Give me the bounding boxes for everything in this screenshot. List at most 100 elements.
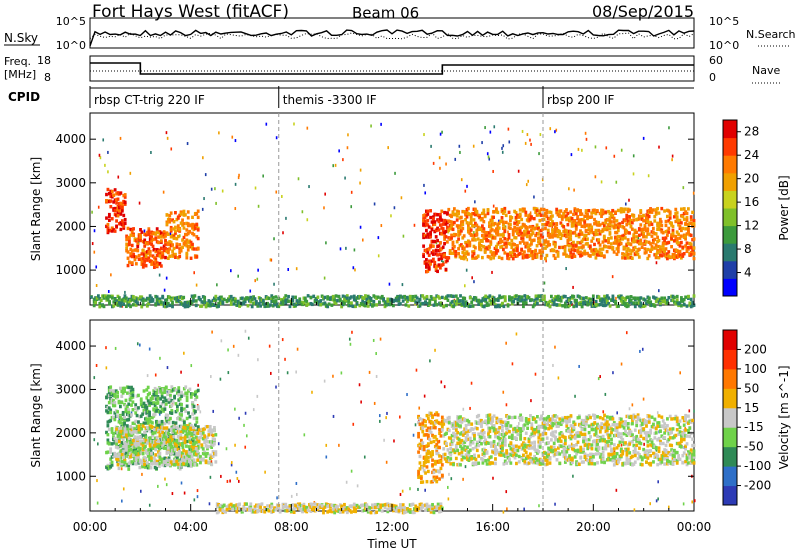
echo-cell <box>193 294 197 298</box>
echo-cell <box>643 225 647 230</box>
echo-cell <box>192 425 195 430</box>
echo-cell <box>316 295 320 299</box>
echo-cell <box>626 295 630 299</box>
echo-cell <box>476 213 480 218</box>
echo-cell <box>562 229 566 234</box>
echo-cell <box>452 232 456 237</box>
echo-cell <box>653 253 657 257</box>
echo-cell <box>397 297 401 301</box>
echo-cell <box>509 226 512 231</box>
echo-cell <box>586 251 589 256</box>
echo-cell <box>457 247 460 251</box>
echo-cell <box>438 215 442 219</box>
echo-cell <box>186 425 190 430</box>
echo-cell <box>173 442 177 446</box>
echo-cell <box>134 443 138 447</box>
echo-cell <box>538 209 542 213</box>
echo-cell <box>110 442 114 446</box>
echo-cell <box>489 233 493 238</box>
echo-cell <box>525 234 529 239</box>
echo-cell <box>127 431 131 435</box>
echo-cell <box>185 416 189 421</box>
echo-cell <box>645 301 648 306</box>
echo-cell <box>493 229 497 233</box>
echo-cell <box>155 459 159 464</box>
echo-cell <box>160 407 164 411</box>
echo-cell <box>569 250 573 255</box>
echo-cell <box>195 211 199 216</box>
echo-cell <box>170 404 174 408</box>
echo-cell <box>555 210 559 215</box>
echo-cell <box>169 435 173 439</box>
noise-cell <box>439 132 442 136</box>
echo-cell <box>435 303 439 307</box>
echo-cell <box>611 294 615 298</box>
echo-cell <box>164 255 167 260</box>
echo-cell <box>309 295 313 300</box>
echo-cell <box>520 236 524 241</box>
echo-cell <box>503 237 507 241</box>
echo-cell <box>553 256 557 261</box>
echo-cell <box>229 294 233 299</box>
echo-cell <box>559 236 563 241</box>
echo-cell <box>137 442 141 447</box>
echo-cell <box>500 216 504 220</box>
echo-cell <box>452 426 455 430</box>
echo-cell <box>160 422 164 426</box>
echo-cell <box>182 295 186 300</box>
echo-cell <box>616 234 620 239</box>
echo-cell <box>622 218 626 222</box>
echo-cell <box>616 228 620 233</box>
echo-cell <box>661 241 665 245</box>
echo-cell <box>471 304 475 308</box>
echo-cell <box>191 392 195 396</box>
echo-cell <box>581 251 585 256</box>
echo-cell <box>427 225 431 229</box>
echo-cell <box>675 230 679 234</box>
echo-cell <box>482 208 486 212</box>
echo-cell <box>146 421 150 425</box>
echo-cell <box>426 212 430 216</box>
echo-cell <box>141 299 145 303</box>
echo-cell <box>636 296 640 300</box>
echo-cell <box>609 212 613 216</box>
noise-cell <box>538 504 540 508</box>
echo-cell <box>464 300 468 304</box>
echo-cell <box>429 295 433 299</box>
echo-cell <box>497 255 501 260</box>
echo-cell <box>630 237 634 241</box>
echo-cell <box>552 232 556 236</box>
echo-cell <box>421 429 425 434</box>
echo-cell <box>496 229 500 233</box>
echo-cell <box>542 239 546 243</box>
echo-cell <box>119 212 123 216</box>
noise-cell <box>517 169 520 173</box>
echo-cell <box>524 297 528 301</box>
echo-cell <box>556 251 560 255</box>
echo-cell <box>162 244 166 248</box>
echo-cell <box>651 230 655 235</box>
echo-cell <box>608 227 612 231</box>
echo-cell <box>478 245 481 250</box>
echo-cell <box>107 191 111 196</box>
echo-cell <box>525 255 529 259</box>
echo-cell <box>675 298 679 302</box>
echo-cell <box>182 449 186 453</box>
echo-cell <box>210 462 214 467</box>
echo-cell <box>172 227 176 231</box>
echo-cell <box>115 224 118 228</box>
echo-cell <box>109 205 113 209</box>
echo-cell <box>637 255 641 259</box>
echo-cell <box>681 226 685 231</box>
echo-cell <box>490 253 494 257</box>
echo-cell <box>482 244 486 249</box>
echo-cell <box>530 233 533 237</box>
echo-cell <box>601 240 605 244</box>
echo-cell <box>531 231 535 235</box>
echo-cell <box>162 426 166 430</box>
echo-cell <box>643 298 647 302</box>
echo-cell <box>439 303 443 307</box>
echo-cell <box>130 298 134 302</box>
noise-cell <box>273 237 275 241</box>
echo-cell <box>211 450 215 454</box>
